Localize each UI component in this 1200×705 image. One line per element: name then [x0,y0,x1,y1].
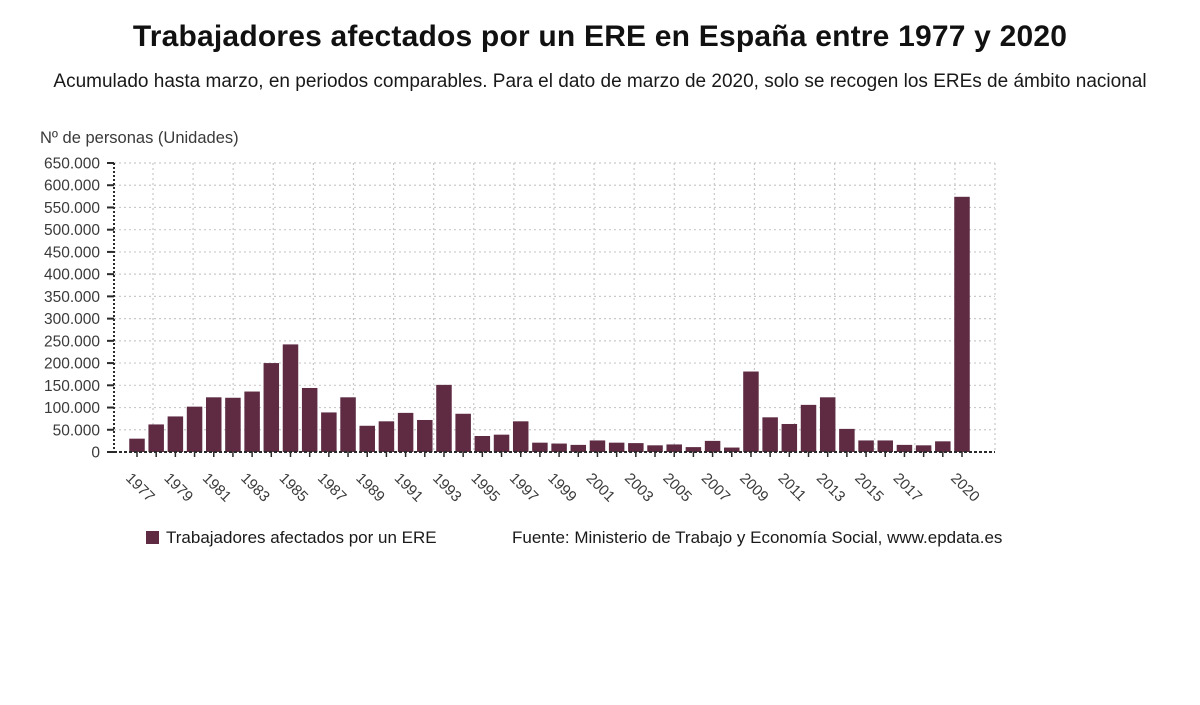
bar-1989 [359,425,375,452]
x-tick-label-2007: 2007 [698,470,734,506]
y-tick-label: 500.000 [44,222,100,239]
y-tick-label: 100.000 [44,400,100,417]
y-tick-label: 300.000 [44,311,100,328]
y-axis-title: Nº de personas (Unidades) [40,129,239,147]
bar-1979 [167,416,184,452]
y-tick-label: 50.000 [53,422,101,439]
x-tick-label-1985: 1985 [276,470,312,506]
x-tick-label-1999: 1999 [544,470,580,506]
bar-1987 [321,412,337,452]
x-tick-label-2009: 2009 [736,470,772,506]
y-tick-label: 350.000 [44,289,100,306]
bar-2002 [608,442,625,452]
bar-1993 [436,384,452,452]
x-tick-label-2011: 2011 [774,470,809,505]
x-tick-label-1987: 1987 [314,470,350,506]
x-tick-label-1983: 1983 [237,470,273,506]
x-tick-label-1995: 1995 [468,470,504,506]
bar-2020 [954,196,970,452]
bar-2001 [589,440,606,452]
bar-1981 [205,397,222,452]
x-tick-label-1991: 1991 [391,470,427,506]
x-tick-label-1981: 1981 [199,470,235,506]
bar-1996 [493,434,510,452]
legend-label: Trabajadores afectados por un ERE [166,528,437,547]
legend-swatch [146,531,159,544]
bar-2019 [935,441,951,452]
bar-2009 [743,371,759,452]
bars [129,196,970,452]
bar-1977 [129,438,145,452]
x-tick-label-1993: 1993 [429,470,465,506]
chart-subtitle: Acumulado hasta marzo, en periodos compa… [53,71,1147,92]
y-tick-label: 400.000 [44,267,100,284]
bar-2012 [800,404,817,452]
bar-1995 [474,435,491,452]
bar-1994 [455,413,471,452]
bar-2018 [915,445,932,452]
bar-2016 [877,440,894,452]
x-tick-label-2017: 2017 [890,470,926,506]
bar-1992 [417,419,433,452]
bar-2003 [628,443,644,452]
bar-2014 [839,428,855,452]
axes [107,162,995,457]
y-tick-label: 150.000 [44,378,100,395]
y-tick-label: 200.000 [44,356,100,373]
y-tick-label: 600.000 [44,178,100,195]
bar-1980 [186,406,203,452]
bar-2004 [647,445,663,452]
bar-2011 [781,423,798,452]
x-tick-label-1997: 1997 [506,470,542,506]
bar-1984 [263,363,280,452]
bar-1985 [282,344,299,452]
bar-2013 [819,397,836,452]
x-tick-label-1977: 1977 [122,470,158,506]
bar-1997 [512,421,529,452]
bar-2015 [858,440,874,452]
y-tick-label: 250.000 [44,333,100,350]
bar-1990 [378,421,395,452]
x-tick-label-2015: 2015 [851,470,887,506]
x-tick-label-1979: 1979 [161,470,197,506]
bar-1988 [340,397,356,452]
y-tick-label: 550.000 [44,200,100,217]
bar-1978 [148,424,164,452]
x-tick-label-2020: 2020 [947,470,983,506]
bar-1999 [551,443,567,452]
y-tick-label: 0 [91,445,100,462]
source-text: Fuente: Ministerio de Trabajo y Economía… [512,528,1003,547]
bar-2007 [704,440,721,452]
bar-2017 [896,444,913,452]
y-tick-label: 450.000 [44,244,100,261]
x-tick-label-2013: 2013 [813,470,849,506]
bar-2008 [724,447,740,452]
bar-2006 [685,447,702,452]
chart-title: Trabajadores afectados por un ERE en Esp… [132,20,1068,53]
bar-1983 [244,391,260,452]
bar-2005 [666,444,682,452]
bar-2000 [570,444,587,452]
bar-1991 [397,412,414,452]
bar-1982 [225,397,241,452]
y-tick-label: 650.000 [44,156,100,173]
bar-2010 [762,417,778,452]
x-tick-label-2001: 2001 [583,470,619,506]
x-tick-label-2003: 2003 [621,470,657,506]
bar-1986 [301,387,318,452]
x-tick-label-1989: 1989 [352,470,388,506]
x-tick-label-2005: 2005 [659,470,695,506]
bar-1998 [532,442,548,452]
